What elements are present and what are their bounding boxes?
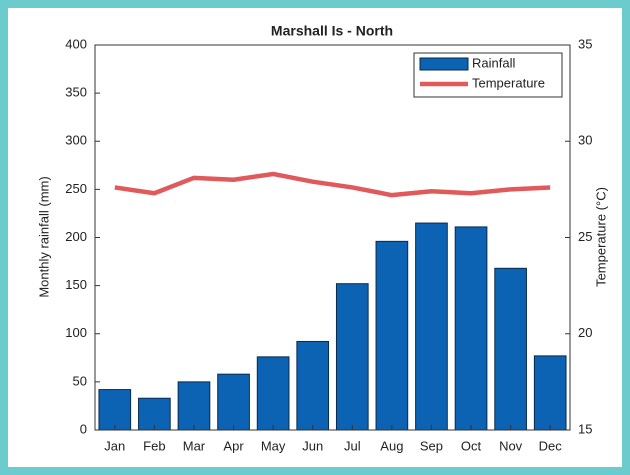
bar <box>494 267 527 431</box>
bar <box>335 283 369 431</box>
y2-tick-label: 25 <box>578 229 592 244</box>
bar <box>177 381 211 431</box>
bar <box>533 355 567 431</box>
y-tick-label: 0 <box>80 421 87 436</box>
x-tick-label: Aug <box>380 438 403 453</box>
y-tick-label: 150 <box>65 277 87 292</box>
y2-tick-label: 35 <box>578 36 592 51</box>
y2-axis-label: Temperature (°C) <box>593 187 608 287</box>
bar <box>217 373 250 431</box>
y-tick-label: 100 <box>65 325 87 340</box>
y-tick-label: 50 <box>73 373 87 388</box>
x-tick-label: Nov <box>499 438 523 453</box>
bar <box>454 226 488 431</box>
y-tick-label: 200 <box>65 229 87 244</box>
x-tick-label: Feb <box>143 438 165 453</box>
y-tick-label: 300 <box>65 133 87 148</box>
y2-tick-label: 30 <box>578 133 592 148</box>
y-tick-label: 400 <box>65 36 87 51</box>
bar <box>415 222 448 431</box>
y-axis-label: Monthly rainfall (mm) <box>36 176 51 297</box>
x-tick-label: Mar <box>183 438 206 453</box>
x-tick-label: Apr <box>223 438 244 453</box>
chart-title: Marshall Is - North <box>271 23 393 39</box>
bar <box>256 356 290 431</box>
x-tick-label: May <box>261 438 286 453</box>
bar <box>296 340 330 431</box>
x-tick-label: Sep <box>420 438 443 453</box>
legend-label: Rainfall <box>472 55 515 70</box>
line <box>114 171 551 198</box>
x-tick-label: Jun <box>302 438 323 453</box>
plot-frame <box>94 44 571 431</box>
bar <box>375 240 409 431</box>
y-tick-label: 250 <box>65 181 87 196</box>
x-tick-label: Jan <box>104 438 125 453</box>
bar <box>98 389 132 431</box>
legend-swatch <box>419 57 469 71</box>
y2-tick-label: 15 <box>578 421 592 436</box>
legend-label: Temperature <box>472 75 545 90</box>
x-tick-label: Dec <box>539 438 563 453</box>
x-tick-label: Oct <box>461 438 482 453</box>
y-tick-label: 350 <box>65 85 87 100</box>
y2-tick-label: 20 <box>578 325 592 340</box>
x-tick-label: Jul <box>344 438 361 453</box>
